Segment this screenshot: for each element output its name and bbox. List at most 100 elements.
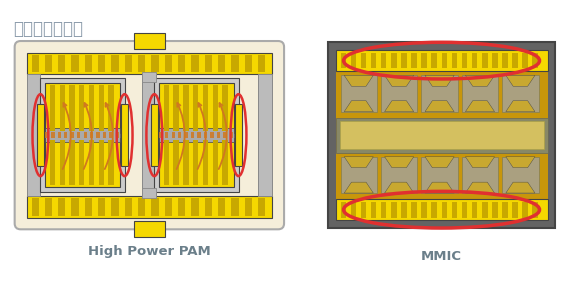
Bar	[204, 132, 207, 138]
Bar	[512, 202, 518, 218]
Bar	[159, 137, 234, 187]
Bar	[183, 139, 189, 185]
Bar	[164, 198, 172, 216]
Bar	[159, 132, 162, 138]
Bar	[381, 75, 417, 112]
Bar	[134, 222, 165, 237]
Bar	[89, 85, 94, 131]
Bar	[64, 132, 68, 138]
Bar	[502, 53, 508, 69]
Bar	[45, 83, 120, 133]
Polygon shape	[465, 75, 494, 86]
Bar	[37, 104, 44, 166]
Bar	[108, 85, 114, 131]
Bar	[178, 132, 181, 138]
Polygon shape	[425, 101, 454, 112]
Bar	[336, 50, 547, 71]
Bar	[422, 202, 427, 218]
Bar	[431, 53, 437, 69]
Bar	[45, 132, 48, 138]
Bar	[258, 74, 272, 196]
Bar	[336, 199, 547, 220]
Bar	[98, 55, 106, 72]
Bar	[115, 132, 119, 138]
Bar	[381, 202, 387, 218]
Bar	[40, 78, 125, 192]
Bar	[159, 83, 234, 133]
Bar	[111, 55, 119, 72]
Bar	[222, 139, 227, 185]
Polygon shape	[506, 182, 535, 193]
Bar	[171, 132, 175, 138]
Bar	[522, 202, 528, 218]
FancyArrowPatch shape	[219, 103, 227, 169]
Bar	[165, 132, 168, 138]
Bar	[350, 53, 356, 69]
Bar	[58, 55, 65, 72]
Bar	[381, 53, 387, 69]
FancyArrowPatch shape	[62, 103, 71, 169]
Bar	[411, 202, 417, 218]
Bar	[193, 85, 198, 131]
Bar	[452, 53, 457, 69]
Bar	[174, 139, 179, 185]
Polygon shape	[344, 182, 373, 193]
Bar	[210, 132, 213, 138]
Bar	[45, 137, 120, 187]
Bar	[51, 132, 55, 138]
Bar	[108, 139, 114, 185]
Bar	[178, 198, 185, 216]
Bar	[472, 202, 477, 218]
Bar	[213, 85, 218, 131]
Bar	[218, 198, 225, 216]
Polygon shape	[506, 101, 535, 112]
Bar	[258, 55, 265, 72]
Bar	[223, 132, 226, 138]
Bar	[205, 198, 212, 216]
Bar	[230, 132, 233, 138]
Bar	[235, 104, 242, 166]
Polygon shape	[425, 75, 454, 86]
Bar	[482, 53, 487, 69]
Bar	[31, 55, 39, 72]
Bar	[502, 202, 508, 218]
Bar	[452, 202, 457, 218]
Bar	[77, 132, 80, 138]
Polygon shape	[344, 101, 373, 112]
Bar	[138, 55, 145, 72]
FancyArrowPatch shape	[177, 103, 185, 169]
Bar	[85, 55, 92, 72]
Bar	[328, 42, 556, 228]
Bar	[99, 139, 104, 185]
Bar	[245, 198, 252, 216]
Bar	[50, 139, 55, 185]
Bar	[96, 132, 100, 138]
Bar	[142, 72, 156, 82]
Bar	[512, 53, 518, 69]
Bar	[27, 53, 272, 74]
Bar	[185, 132, 188, 138]
Bar	[532, 53, 538, 69]
Bar	[441, 202, 447, 218]
Bar	[391, 202, 396, 218]
Bar	[72, 55, 79, 72]
Bar	[138, 198, 145, 216]
Bar	[218, 55, 225, 72]
Bar	[502, 75, 539, 112]
Bar	[89, 139, 94, 185]
Bar	[59, 139, 65, 185]
Bar	[121, 104, 128, 166]
Bar	[245, 55, 252, 72]
Bar	[71, 132, 74, 138]
Bar	[492, 53, 498, 69]
Bar	[231, 198, 238, 216]
Bar	[422, 53, 427, 69]
Bar	[183, 85, 189, 131]
Bar	[152, 198, 159, 216]
Polygon shape	[465, 101, 494, 112]
Bar	[58, 132, 61, 138]
Bar	[69, 85, 75, 131]
Bar	[164, 139, 169, 185]
Polygon shape	[385, 182, 414, 193]
Bar	[45, 128, 120, 142]
